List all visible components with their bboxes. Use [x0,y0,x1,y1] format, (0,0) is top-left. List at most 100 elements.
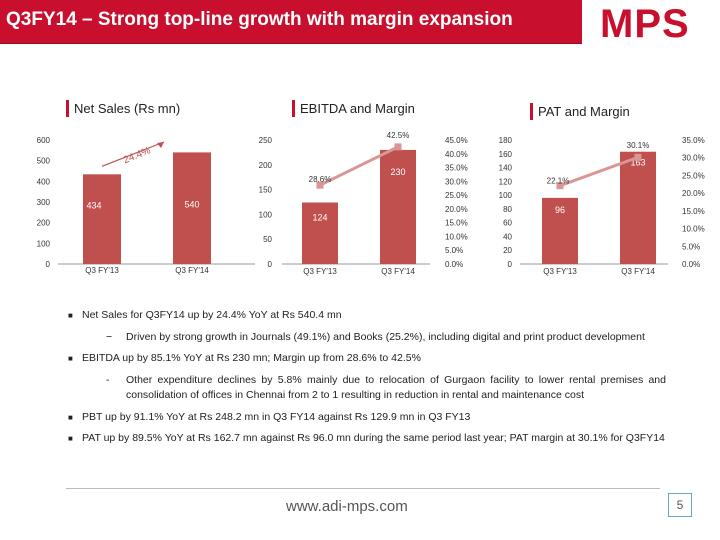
y-tick-label: 0 [268,260,273,269]
y-tick-label: 50 [263,235,272,244]
y2-tick-label: 25.0% [682,171,705,180]
bar [173,152,211,264]
bullet-text: PAT up by 89.5% YoY at Rs 162.7 mn again… [82,432,665,444]
y2-tick-label: 15.0% [682,207,705,216]
y-tick-label: 0 [508,260,513,269]
y-tick-label: 140 [499,164,513,173]
sub-bullet-item: - Other expenditure declines by 5.8% main… [66,373,666,404]
y-tick-label: 100 [259,210,273,219]
y-tick-label: 180 [499,136,513,145]
y2-tick-label: 5.0% [682,242,700,251]
y2-tick-label: 25.0% [445,191,468,200]
y-tick-label: 600 [37,136,51,145]
margin-marker [556,182,564,190]
y2-tick-label: 15.0% [445,219,468,228]
chart-title-pat: PAT and Margin [530,103,630,120]
y-tick-label: 150 [259,186,273,195]
y-tick-label: 300 [37,198,51,207]
margin-label: 22.1% [547,177,570,186]
y-tick-label: 60 [503,219,512,228]
y-tick-label: 200 [259,161,273,170]
bar [83,174,121,264]
margin-label: 28.6% [309,175,332,184]
margin-line [559,155,639,188]
bar-value-label: 96 [555,205,565,215]
chart-title-net-sales: Net Sales (Rs mn) [66,100,180,117]
y2-tick-label: 45.0% [445,136,468,145]
y2-tick-label: 30.0% [445,177,468,186]
bar [380,149,416,264]
bullet-marker: ■ [68,412,73,422]
y-tick-label: 120 [499,177,513,186]
sub-bullet-item: − Driven by strong growth in Journals (49… [66,330,666,346]
y2-tick-label: 0.0% [682,260,700,269]
y2-tick-label: 10.0% [445,232,468,241]
bullet-text: Driven by strong growth in Journals (49.… [126,330,645,343]
y-tick-label: 500 [37,157,51,166]
y-tick-label: 0 [46,260,51,269]
y2-tick-label: 20.0% [445,205,468,214]
bar-value-label: 230 [390,167,405,177]
y2-tick-label: 5.0% [445,246,463,255]
y2-tick-label: 0.0% [445,260,463,269]
bullet-text: Other expenditure declines by 5.8% mainl… [126,373,666,402]
growth-arrowhead [157,142,164,148]
x-tick-label: Q3 FY'13 [85,266,119,275]
margin-marker [316,181,324,189]
bullet-list: ■ Net Sales for Q3FY14 up by 24.4% YoY at… [66,308,666,453]
y2-tick-label: 20.0% [682,189,705,198]
bullet-marker: ■ [68,354,73,363]
bar-value-label: 540 [184,199,199,209]
y2-tick-label: 10.0% [682,225,705,234]
page-number: 5 [668,493,692,517]
growth-arrow [101,141,165,167]
bullet-marker: − [106,330,113,343]
bullet-text: PBT up by 91.1% YoY at Rs 248.2 mn in Q3… [82,410,471,423]
bullet-item: ■ PAT up by 89.5% YoY at Rs 162.7 mn agai… [66,431,666,447]
footer-divider [66,488,660,489]
y-tick-label: 100 [499,191,513,200]
bullet-marker: ■ [68,311,73,320]
bullet-text: Net Sales for Q3FY14 up by 24.4% YoY at … [82,309,342,321]
margin-label: 30.1% [627,141,650,150]
y-tick-label: 20 [503,246,512,255]
bullet-marker: - [106,373,110,386]
y2-tick-label: 30.0% [682,154,705,163]
bullet-marker: ■ [68,434,73,443]
margin-marker [394,143,402,151]
footer-url: www.adi-mps.com [286,498,408,515]
y-tick-label: 100 [37,239,51,248]
bar [620,151,656,264]
company-logo: MPS [600,2,690,46]
x-tick-label: Q3 FY'14 [175,266,209,275]
x-tick-label: Q3 FY'13 [303,267,337,276]
x-tick-label: Q3 FY'14 [381,267,415,276]
margin-line [319,145,399,187]
bar-value-label: 434 [86,200,101,210]
title-bar: Q3FY14 – Strong top-line growth with mar… [0,0,582,44]
bar [302,202,338,264]
bullet-item: ■ PBT up by 91.1% YoY at Rs 248.2 mn in Q… [66,410,666,426]
bullet-item: ■ Net Sales for Q3FY14 up by 24.4% YoY at… [66,308,666,324]
margin-marker [634,153,642,161]
bullet-item: ■ EBITDA up by 85.1% YoY at Rs 230 mn; Ma… [66,351,666,367]
bar-value-label: 163 [630,158,645,168]
bar [542,197,578,264]
bullet-text: EBITDA up by 85.1% YoY at Rs 230 mn; Mar… [82,352,421,364]
y-tick-label: 40 [503,232,512,241]
y-tick-label: 250 [259,136,273,145]
y-tick-label: 80 [503,205,512,214]
margin-label: 42.5% [387,131,410,140]
page-title: Q3FY14 – Strong top-line growth with mar… [6,9,513,30]
y2-tick-label: 40.0% [445,150,468,159]
x-tick-label: Q3 FY'13 [543,267,577,276]
y2-tick-label: 35.0% [682,136,705,145]
x-tick-label: Q3 FY'14 [621,267,655,276]
y-tick-label: 160 [499,150,513,159]
y2-tick-label: 35.0% [445,164,468,173]
y-tick-label: 400 [37,177,51,186]
chart-title-ebitda: EBITDA and Margin [292,100,415,117]
bar-value-label: 124 [312,212,327,222]
y-tick-label: 200 [37,219,51,228]
